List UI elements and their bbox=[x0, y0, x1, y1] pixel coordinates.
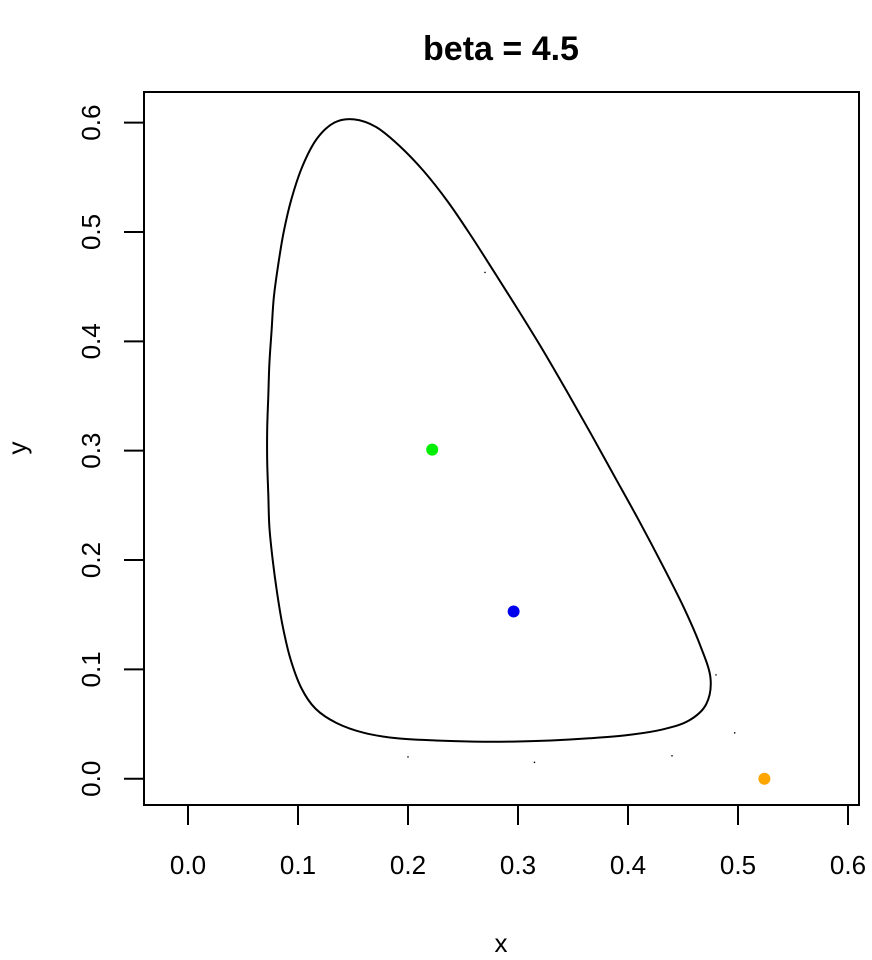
x-tick-label: 0.4 bbox=[610, 850, 646, 880]
x-tick-label: 0.2 bbox=[390, 850, 426, 880]
y-tick-label: 0.1 bbox=[76, 651, 106, 687]
y-tick-label: 0.4 bbox=[76, 323, 106, 359]
x-tick-label: 0.5 bbox=[720, 850, 756, 880]
data-point-4 bbox=[484, 271, 486, 274]
data-point-1 bbox=[426, 443, 439, 456]
data-point-9 bbox=[407, 756, 409, 758]
y-tick-label: 0.0 bbox=[76, 761, 106, 797]
y-axis-label: y bbox=[2, 442, 32, 455]
points-layer bbox=[407, 271, 771, 785]
y-tick-label: 0.3 bbox=[76, 433, 106, 469]
y-tick-label: 0.5 bbox=[76, 214, 106, 250]
x-tick-label: 0.6 bbox=[830, 850, 866, 880]
data-point-8 bbox=[533, 761, 536, 764]
curve-layer bbox=[266, 118, 712, 743]
x-axis-label: x bbox=[495, 928, 508, 958]
y-tick-label: 0.6 bbox=[76, 105, 106, 141]
chart-title: beta = 4.5 bbox=[423, 30, 579, 68]
x-tick-label: 0.0 bbox=[170, 850, 206, 880]
data-point-7 bbox=[671, 754, 673, 757]
x-tick-label: 0.1 bbox=[280, 850, 316, 880]
x-tick-label: 0.3 bbox=[500, 850, 536, 880]
boundary-curve bbox=[266, 118, 712, 743]
y-tick-label: 0.2 bbox=[76, 542, 106, 578]
data-point-6 bbox=[733, 732, 736, 734]
plot-frame bbox=[143, 91, 860, 806]
data-point-3 bbox=[758, 772, 771, 785]
data-point-5 bbox=[715, 674, 717, 676]
data-point-2 bbox=[507, 605, 520, 618]
y-axis: 0.0 0.1 0.2 0.3 0.4 0.5 0.6 bbox=[76, 105, 145, 797]
x-axis: 0.0 0.1 0.2 0.3 0.4 0.5 0.6 bbox=[170, 804, 866, 880]
